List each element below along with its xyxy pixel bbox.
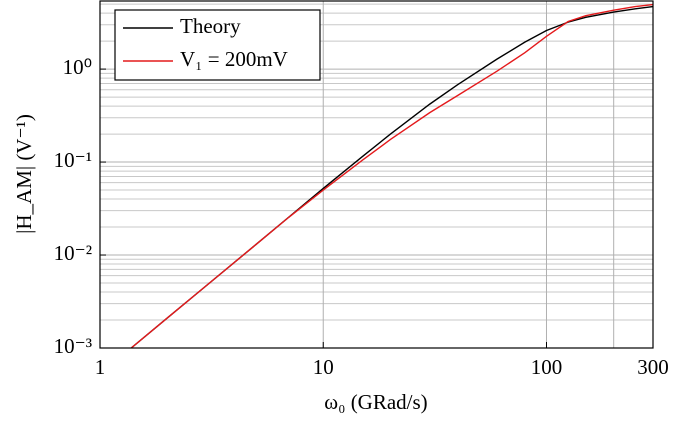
y-tick-label: 10⁻² [54,241,92,265]
x-tick-label: 300 [637,355,669,379]
legend-label: V₁ = 200mV [180,47,288,71]
legend-label: Theory [180,14,241,38]
x-tick-label: 100 [531,355,563,379]
y-tick-label: 10⁻¹ [54,148,92,172]
y-axis-label: |H_AM| (V⁻¹) [12,114,36,234]
x-tick-label: 1 [95,355,106,379]
x-axis-label: ω₀ (GRad/s) [324,390,427,414]
y-tick-label: 10⁰ [63,55,92,79]
y-tick-label: 10⁻³ [54,334,92,358]
data-line [130,3,654,349]
plot-frame [99,0,654,349]
legend-box [114,9,321,81]
x-tick-label: 10 [313,355,334,379]
